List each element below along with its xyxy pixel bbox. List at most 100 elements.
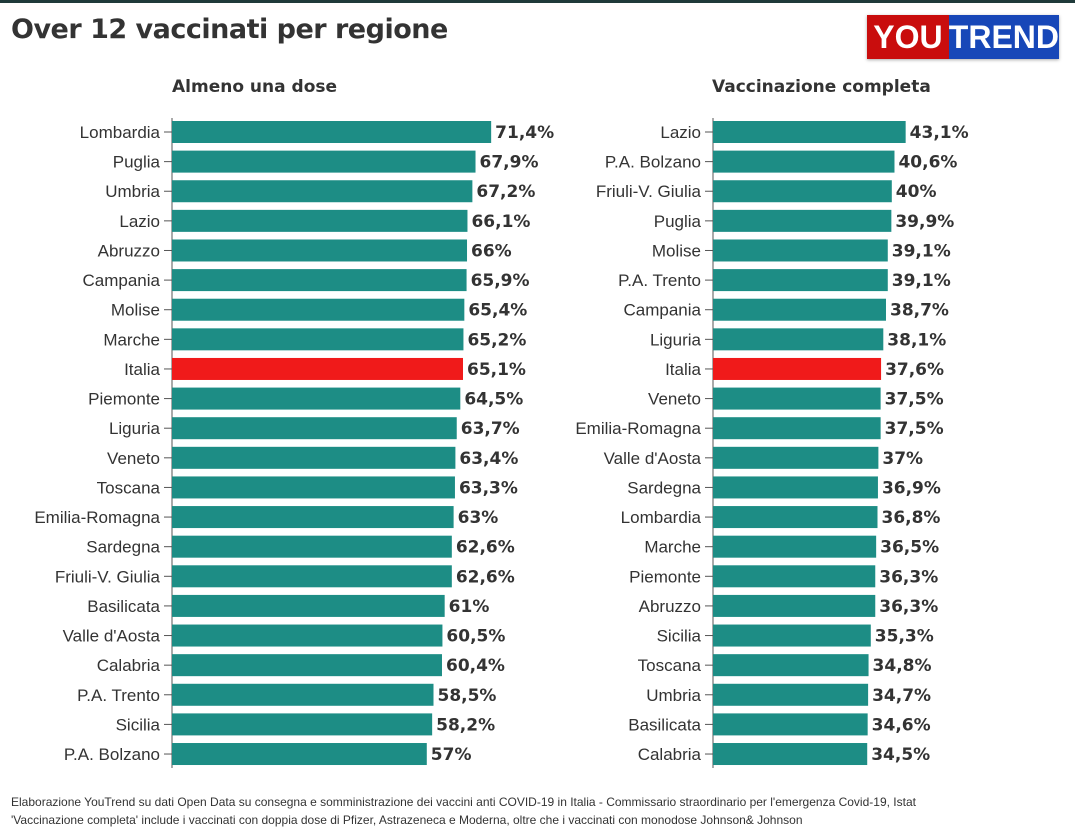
bar-lazio bbox=[172, 209, 468, 232]
bar-lombardia bbox=[172, 121, 492, 143]
data-label: 36,5% bbox=[880, 538, 939, 558]
category-label: Calabria bbox=[97, 656, 161, 675]
chart-title-left: Almeno una dose bbox=[172, 77, 338, 97]
bar-sicilia bbox=[713, 624, 871, 647]
data-label: 58,2% bbox=[436, 715, 495, 735]
category-label: Veneto bbox=[107, 449, 160, 468]
data-label: 34,8% bbox=[873, 656, 932, 676]
data-label: 60,4% bbox=[446, 656, 505, 676]
data-label: 67,2% bbox=[476, 182, 535, 202]
footer-note: 'Vaccinazione completa' include i vaccin… bbox=[11, 813, 803, 827]
category-label: Lombardia bbox=[621, 508, 702, 527]
bar-sardegna bbox=[172, 535, 452, 558]
data-label: 36,8% bbox=[881, 508, 940, 528]
youtrend-logo: YOU TREND bbox=[867, 15, 1059, 59]
category-label: Lazio bbox=[119, 212, 160, 231]
data-label: 61% bbox=[449, 597, 490, 617]
bar-piemonte bbox=[172, 387, 461, 410]
bar-puglia bbox=[172, 150, 476, 173]
category-label: Abruzzo bbox=[639, 597, 701, 616]
bar-friuli-v-giulia bbox=[172, 565, 452, 588]
category-label: Liguria bbox=[109, 419, 161, 438]
bar-calabria bbox=[713, 743, 868, 766]
footer-source: Elaborazione YouTrend su dati Open Data … bbox=[11, 795, 916, 809]
bar-valle-d-aosta bbox=[713, 446, 879, 469]
data-label: 67,9% bbox=[480, 153, 539, 173]
bar-liguria bbox=[713, 328, 884, 351]
category-label: Basilicata bbox=[87, 597, 160, 616]
data-label: 34,7% bbox=[872, 686, 931, 706]
category-label: Italia bbox=[124, 360, 160, 379]
data-label: 35,3% bbox=[875, 627, 934, 647]
data-label: 34,5% bbox=[871, 745, 930, 765]
bar-marche bbox=[713, 535, 877, 558]
category-label: Italia bbox=[665, 360, 701, 379]
bar-campania bbox=[713, 298, 886, 321]
top-border bbox=[0, 0, 1075, 3]
bar-lombardia bbox=[713, 506, 878, 529]
data-label: 62,6% bbox=[456, 538, 515, 558]
category-label: Piemonte bbox=[88, 390, 160, 409]
bar-p-a-bolzano bbox=[713, 150, 895, 173]
data-label: 37% bbox=[882, 449, 923, 469]
data-label: 40% bbox=[896, 182, 937, 202]
data-label: 66% bbox=[471, 241, 512, 261]
data-label: 36,3% bbox=[879, 597, 938, 617]
data-label: 65,4% bbox=[468, 301, 527, 321]
data-label: 65,9% bbox=[471, 271, 530, 291]
data-label: 62,6% bbox=[456, 567, 515, 587]
category-label: Puglia bbox=[113, 153, 161, 172]
data-label: 66,1% bbox=[471, 212, 530, 232]
bar-puglia bbox=[713, 209, 892, 232]
category-label: Sardegna bbox=[86, 538, 160, 557]
category-label: Campania bbox=[624, 301, 702, 320]
data-label: 65,1% bbox=[467, 360, 526, 380]
category-label: Liguria bbox=[650, 330, 702, 349]
category-label: Sicilia bbox=[657, 627, 702, 646]
data-label: 60,5% bbox=[446, 627, 505, 647]
logo-you: YOU bbox=[867, 15, 949, 59]
category-label: Toscana bbox=[97, 478, 161, 497]
category-label: Puglia bbox=[654, 212, 702, 231]
data-label: 39,1% bbox=[892, 271, 951, 291]
data-label: 71,4% bbox=[495, 123, 554, 143]
category-label: Lombardia bbox=[80, 123, 161, 142]
category-label: Piemonte bbox=[629, 567, 701, 586]
category-label: Toscana bbox=[638, 656, 702, 675]
bar-p-a-bolzano bbox=[172, 743, 427, 766]
data-label: 37,5% bbox=[885, 390, 944, 410]
category-label: Valle d'Aosta bbox=[63, 627, 161, 646]
bar-sicilia bbox=[172, 713, 433, 736]
category-label: Campania bbox=[83, 271, 161, 290]
data-label: 36,3% bbox=[879, 567, 938, 587]
data-label: 65,2% bbox=[467, 330, 526, 350]
data-label: 58,5% bbox=[437, 686, 496, 706]
data-label: 39,9% bbox=[895, 212, 954, 232]
bar-sardegna bbox=[713, 476, 878, 499]
bar-umbria bbox=[172, 180, 473, 203]
bar-molise bbox=[713, 239, 888, 262]
data-label: 38,1% bbox=[887, 330, 946, 350]
bar-molise bbox=[172, 298, 465, 321]
bar-charts: Lombardia 71,4% Puglia 67,9% Umbria 67,2% Lazi… bbox=[34, 118, 969, 769]
category-label: P.A. Bolzano bbox=[605, 153, 701, 172]
bar-friuli-v-giulia bbox=[713, 180, 892, 203]
category-label: Emilia-Romagna bbox=[575, 419, 701, 438]
category-label: P.A. Trento bbox=[77, 686, 160, 705]
category-label: Sicilia bbox=[116, 715, 161, 734]
bar-piemonte bbox=[713, 565, 876, 588]
bar-p-a-trento bbox=[713, 269, 888, 292]
category-label: Friuli-V. Giulia bbox=[55, 567, 161, 586]
bar-umbria bbox=[713, 683, 869, 706]
category-label: Molise bbox=[652, 241, 701, 260]
category-label: Basilicata bbox=[628, 715, 701, 734]
bar-emilia-romagna bbox=[172, 506, 454, 529]
data-label: 64,5% bbox=[464, 390, 523, 410]
data-label: 43,1% bbox=[910, 123, 969, 143]
category-label: Marche bbox=[644, 538, 701, 557]
bar-italia bbox=[172, 357, 463, 380]
category-label: Umbria bbox=[646, 686, 701, 705]
data-label: 63,7% bbox=[461, 419, 520, 439]
category-label: P.A. Bolzano bbox=[64, 745, 160, 764]
category-label: Marche bbox=[103, 330, 160, 349]
